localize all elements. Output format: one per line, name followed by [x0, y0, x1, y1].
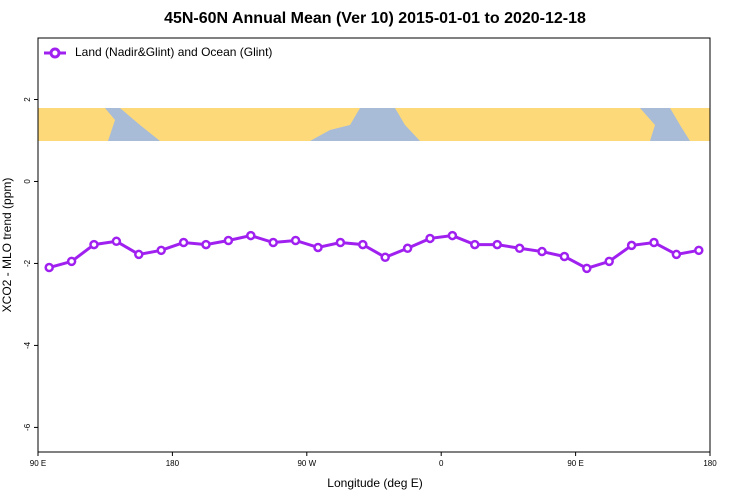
- data-point: [290, 235, 301, 246]
- data-point: [134, 249, 144, 260]
- data-point: [559, 251, 570, 262]
- data-point: [201, 239, 211, 250]
- data-point: [694, 245, 704, 256]
- data-point: [470, 239, 480, 250]
- data-point: [223, 235, 234, 246]
- series-line: [48, 234, 700, 270]
- data-point: [178, 237, 189, 248]
- map-strip: [38, 108, 710, 141]
- y-tick-label: 0: [23, 179, 32, 184]
- data-point: [626, 240, 637, 251]
- x-tick-label: 90 W: [297, 459, 316, 468]
- data-point: [380, 252, 390, 263]
- x-tick-label: 180: [166, 459, 180, 468]
- y-tick-label: 2: [23, 97, 32, 102]
- y-tick-label: -4: [23, 341, 32, 349]
- data-point: [649, 237, 659, 248]
- data-point: [447, 230, 458, 241]
- data-point: [358, 239, 368, 250]
- data-point: [671, 249, 682, 260]
- chart-title: 45N-60N Annual Mean (Ver 10) 2015-01-01 …: [164, 10, 586, 27]
- data-point: [537, 246, 547, 257]
- x-tick-label: 90 E: [30, 459, 46, 468]
- data-point: [44, 262, 54, 273]
- x-tick-label: 180: [703, 459, 717, 468]
- data-point: [402, 243, 413, 254]
- y-tick-label: -2: [23, 259, 32, 267]
- data-point: [313, 242, 323, 253]
- data-point: [492, 239, 502, 250]
- data-point: [604, 256, 614, 267]
- data-point: [335, 237, 346, 248]
- x-axis-label: Longitude (deg E): [327, 476, 422, 490]
- data-point: [66, 256, 77, 267]
- data-point: [268, 237, 278, 248]
- data-point: [246, 230, 256, 241]
- y-tick-label: -6: [23, 423, 32, 431]
- plot-frame: [37, 37, 711, 453]
- legend-label: Land (Nadir&Glint) and Ocean (Glint): [75, 45, 272, 59]
- legend-marker: [49, 47, 61, 59]
- x-tick-label: 0: [439, 459, 444, 468]
- legend: Land (Nadir&Glint) and Ocean (Glint): [44, 45, 272, 59]
- y-axis-label: XCO2 - MLO trend (ppm): [0, 178, 14, 313]
- data-point: [514, 243, 525, 254]
- data-point: [156, 245, 166, 256]
- data-point: [582, 263, 592, 274]
- x-tick-label: 90 E: [567, 459, 583, 468]
- data-point: [89, 239, 99, 250]
- data-point: [111, 236, 122, 247]
- data-point: [425, 233, 435, 244]
